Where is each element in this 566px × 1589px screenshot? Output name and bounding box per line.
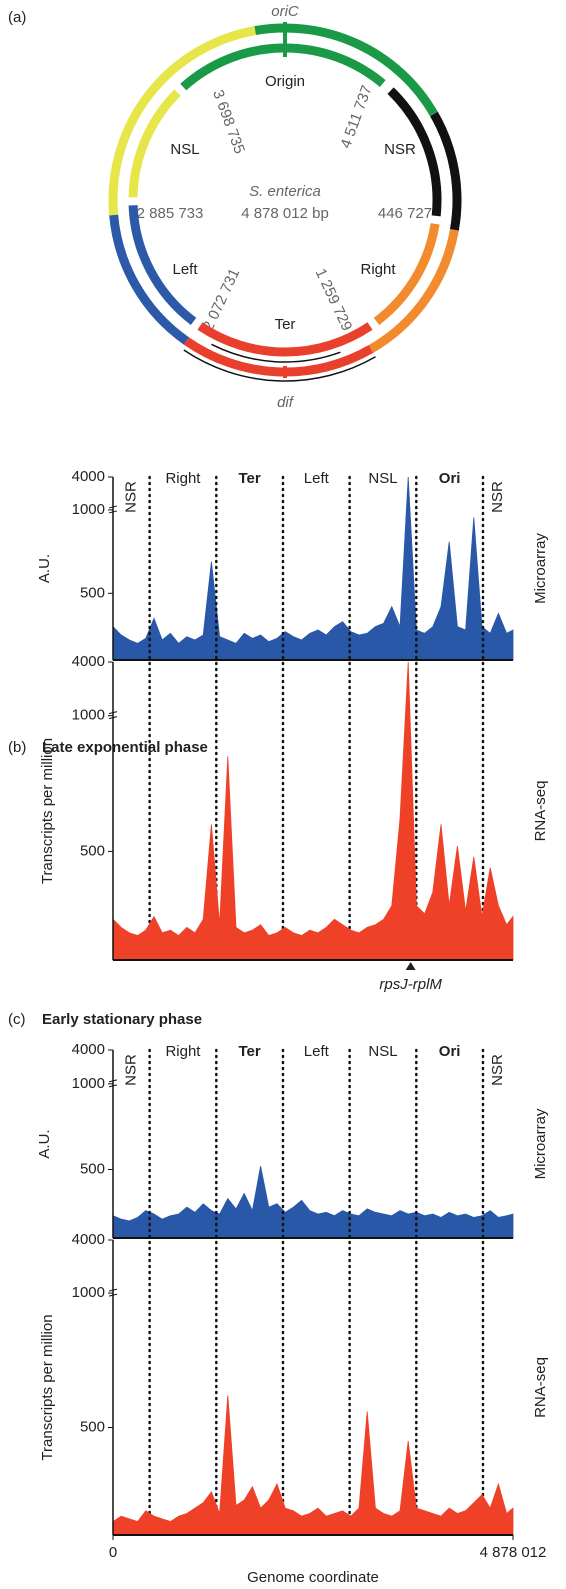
region-label: NSL [368,470,397,487]
area [112,1395,514,1536]
y-tick-label: 1000 [72,1284,105,1301]
x-tick-label: 4 878 012 [480,1544,547,1561]
y-tick-label: 500 [80,842,105,859]
y-tick-label: 1000 [72,707,105,724]
coordinate: 1 259 729 [312,266,356,334]
outer-ring [430,111,462,231]
panel-label: (b) [8,739,26,756]
axis-break [108,1293,118,1297]
y-axis-label: A.U. [36,1129,53,1158]
outer-ring [108,26,256,216]
area [112,476,514,661]
axis-break [108,716,118,720]
y-axis-label: A.U. [36,554,53,583]
coordinate: 446 727 [378,205,432,222]
outer-ring [254,23,438,117]
y-tick-label: 4000 [72,468,105,485]
area [112,661,514,961]
inner-ring [128,89,181,198]
dif-label: dif [277,394,295,411]
legend-label: Microarray [532,533,549,604]
axis-break [108,711,118,715]
region-label: Origin [265,73,305,90]
region-label: Right [360,261,396,278]
organism: S. enterica [249,183,321,200]
panel-title: Early stationary phase [42,1011,202,1028]
outer-ring [109,214,189,345]
y-axis-label: Transcripts per million [39,738,56,884]
axis-break [108,505,118,509]
bracket [183,349,376,382]
y-tick-label: 1000 [72,1075,105,1092]
x-axis-label: Genome coordinate [247,1569,379,1586]
legend-label: Microarray [532,1108,549,1179]
bracket [211,343,341,363]
y-tick-label: 500 [80,1160,105,1177]
region-label: NSR [384,141,416,158]
axis-break [108,1079,118,1083]
panel-title: Late exponential phase [42,739,208,756]
y-tick-label: 500 [80,584,105,601]
inner-ring [373,223,440,325]
y-tick-label: 4000 [72,1041,105,1058]
region-label: NSL [170,141,199,158]
inner-ring [197,322,373,357]
region-label: NSR [122,1054,139,1086]
region-label: Ori [439,470,461,487]
y-tick-label: 500 [80,1418,105,1435]
y-tick-label: 4000 [72,653,105,670]
region-label: Ter [275,316,296,333]
region-label: Ori [439,1043,461,1060]
panel-label: (c) [8,1011,26,1028]
coordinate: 4 511 737 [337,83,375,150]
region-label: Left [304,1043,330,1060]
region-label: NSR [489,481,506,513]
outer-ring [183,337,374,377]
inner-ring [180,43,386,91]
area [112,1165,514,1239]
legend-label: RNA-seq [532,1357,549,1418]
axis-break [108,1084,118,1088]
axis-break [108,510,118,514]
region-label: Right [165,1043,201,1060]
y-axis-label: Transcripts per million [39,1314,56,1460]
y-tick-label: 4000 [72,1231,105,1248]
region-label: Left [304,470,330,487]
genome-size: 4 878 012 bp [241,205,329,222]
inner-ring [128,205,197,325]
axis-break [108,1288,118,1292]
region-label: Left [172,261,198,278]
legend-label: RNA-seq [532,781,549,842]
region-label: Ter [239,1043,261,1060]
coordinate: 2 072 731 [200,266,244,334]
oric-label: oriC [271,3,299,20]
region-label: NSR [122,481,139,513]
coordinate: 2 885 733 [137,205,204,222]
y-tick-label: 1000 [72,501,105,518]
annotation-marker [405,962,416,970]
region-label: NSL [368,1043,397,1060]
region-label: Right [165,470,201,487]
inner-ring [387,87,442,217]
x-tick-label: 0 [109,1544,117,1561]
annotation: rpsJ-rplM [379,976,442,993]
panel-label: (a) [8,9,26,26]
region-label: NSR [489,1054,506,1086]
outer-ring [368,229,459,353]
region-label: Ter [239,470,261,487]
coordinate: 3 698 735 [209,88,248,157]
